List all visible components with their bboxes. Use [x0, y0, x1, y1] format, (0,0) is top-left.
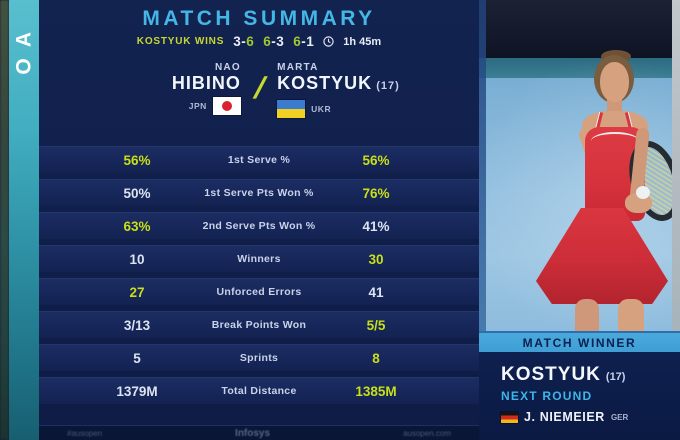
player-leg: [618, 299, 644, 331]
table-row: 56% 1st Serve % 56%: [39, 146, 479, 173]
stat-left-value: 1379M: [116, 384, 158, 399]
player-right-seed: (17): [376, 80, 400, 92]
clock-icon: [323, 36, 334, 47]
ao-logo-letter-o: O: [12, 58, 36, 75]
stands-shadow: [479, 0, 680, 58]
table-row: 50% 1st Serve Pts Won % 76%: [39, 179, 479, 206]
stat-left-value: 63%: [123, 219, 151, 234]
set-score-2: 6-3: [263, 34, 285, 49]
stats-table: 56% 1st Serve % 56% 50% 1st Serve Pts Wo…: [39, 146, 479, 410]
stats-panel: MATCH SUMMARY KOSTYUK WINS 3-6 6-3 6-1 1…: [39, 0, 479, 440]
player-left-country: JPN: [188, 101, 207, 111]
next-opponent-country: GER: [610, 412, 629, 422]
ao-logo: A O: [9, 26, 39, 80]
winner-info-panel: KOSTYUK (17) NEXT ROUND J. NIEMEIER GER: [479, 352, 680, 440]
player-right: MARTA KOSTYUK (17) UKR: [277, 62, 445, 118]
footer-hashtag: #ausopen: [67, 428, 103, 438]
footer-website: ausopen.com: [402, 428, 451, 438]
stat-label: Sprints: [239, 352, 279, 364]
result-line: KOSTYUK WINS 3-6 6-3 6-1 1h 45m: [39, 34, 479, 49]
stat-label: 1st Serve Pts Won %: [204, 187, 314, 199]
infosys-logo: Infosys: [235, 427, 271, 439]
player-right-flag-row: UKR: [277, 100, 331, 118]
table-row: 10 Winners 30: [39, 245, 479, 272]
set-score-3: 6-1: [293, 34, 315, 49]
next-opponent-row: J. NIEMEIER GER: [501, 410, 680, 424]
stat-left-value: 10: [129, 252, 145, 267]
winner-name-row: KOSTYUK (17): [501, 364, 680, 386]
stat-label: 2nd Serve Pts Won %: [202, 220, 316, 232]
stat-right-value: 41%: [362, 219, 390, 234]
stat-left-value: 56%: [123, 153, 151, 168]
stat-right-value: 8: [372, 351, 380, 366]
stat-right-value: 5/5: [366, 318, 386, 333]
broadcast-footer: #ausopen Infosys ausopen.com: [39, 425, 479, 440]
player-right-first-name: MARTA: [277, 62, 319, 73]
stat-left-value: 27: [129, 285, 145, 300]
tennis-ball: [636, 186, 650, 199]
background-photo-sliver: [0, 0, 9, 440]
stat-label: Total Distance: [221, 385, 297, 397]
player-face: [600, 62, 629, 102]
page-title: MATCH SUMMARY: [142, 7, 376, 30]
stat-left-value: 5: [133, 351, 141, 366]
red-dress-skirt: [536, 208, 668, 304]
photo-left-edge: [479, 0, 486, 331]
player-left-first-name: NAO: [215, 62, 241, 73]
table-row: 5 Sprints 8: [39, 344, 479, 371]
player-figure: [479, 0, 680, 331]
next-round-label: NEXT ROUND: [501, 389, 593, 403]
stat-left-value: 3/13: [123, 318, 151, 333]
stat-right-value: 1385M: [355, 384, 397, 399]
player-right-last-name: KOSTYUK (17): [277, 73, 400, 93]
ao-logo-letter-a: A: [12, 31, 36, 48]
table-row: 1379M Total Distance 1385M: [39, 377, 479, 404]
stat-right-value: 41: [368, 285, 384, 300]
stat-label: Winners: [237, 253, 281, 265]
ukraine-flag: [277, 100, 306, 118]
table-row: 27 Unforced Errors 41: [39, 278, 479, 305]
winner-seed: (17): [605, 371, 626, 383]
winner-label: KOSTYUK WINS: [136, 36, 225, 47]
player-leg: [575, 299, 599, 331]
photo-right-wall: [672, 0, 680, 331]
japan-flag: [212, 97, 241, 115]
match-duration: 1h 45m: [343, 35, 382, 48]
stat-right-value: 56%: [362, 153, 390, 168]
set-score-1: 3-6: [233, 34, 255, 49]
match-winner-banner: MATCH WINNER: [479, 331, 680, 352]
player-left-last-name: HIBINO: [171, 73, 241, 93]
stat-right-value: 30: [368, 252, 384, 267]
germany-flag: [501, 411, 518, 423]
player-photo: [479, 0, 680, 331]
winner-column: MATCH WINNER KOSTYUK (17) NEXT ROUND J. N…: [479, 0, 680, 440]
stat-right-value: 76%: [362, 186, 390, 201]
table-row: 63% 2nd Serve Pts Won % 41%: [39, 212, 479, 239]
player-right-country: UKR: [311, 104, 332, 114]
next-opponent-name: J. NIEMEIER: [524, 410, 605, 424]
stat-label: Unforced Errors: [216, 286, 302, 298]
winner-name: KOSTYUK: [501, 364, 601, 385]
stat-label: 1st Serve %: [227, 154, 291, 166]
player-left-flag-row: JPN: [189, 97, 241, 115]
players-header: NAO HIBINO JPN / MARTA KOSTYUK (17) UKR: [39, 62, 479, 118]
stat-label: Break Points Won: [211, 319, 307, 331]
table-row: 3/13 Break Points Won 5/5: [39, 311, 479, 338]
stat-left-value: 50%: [123, 186, 151, 201]
player-left: NAO HIBINO JPN: [73, 62, 241, 115]
dress-trim: [591, 132, 639, 150]
versus-slash: /: [252, 72, 266, 105]
ao-sidebar: A O: [9, 0, 39, 440]
